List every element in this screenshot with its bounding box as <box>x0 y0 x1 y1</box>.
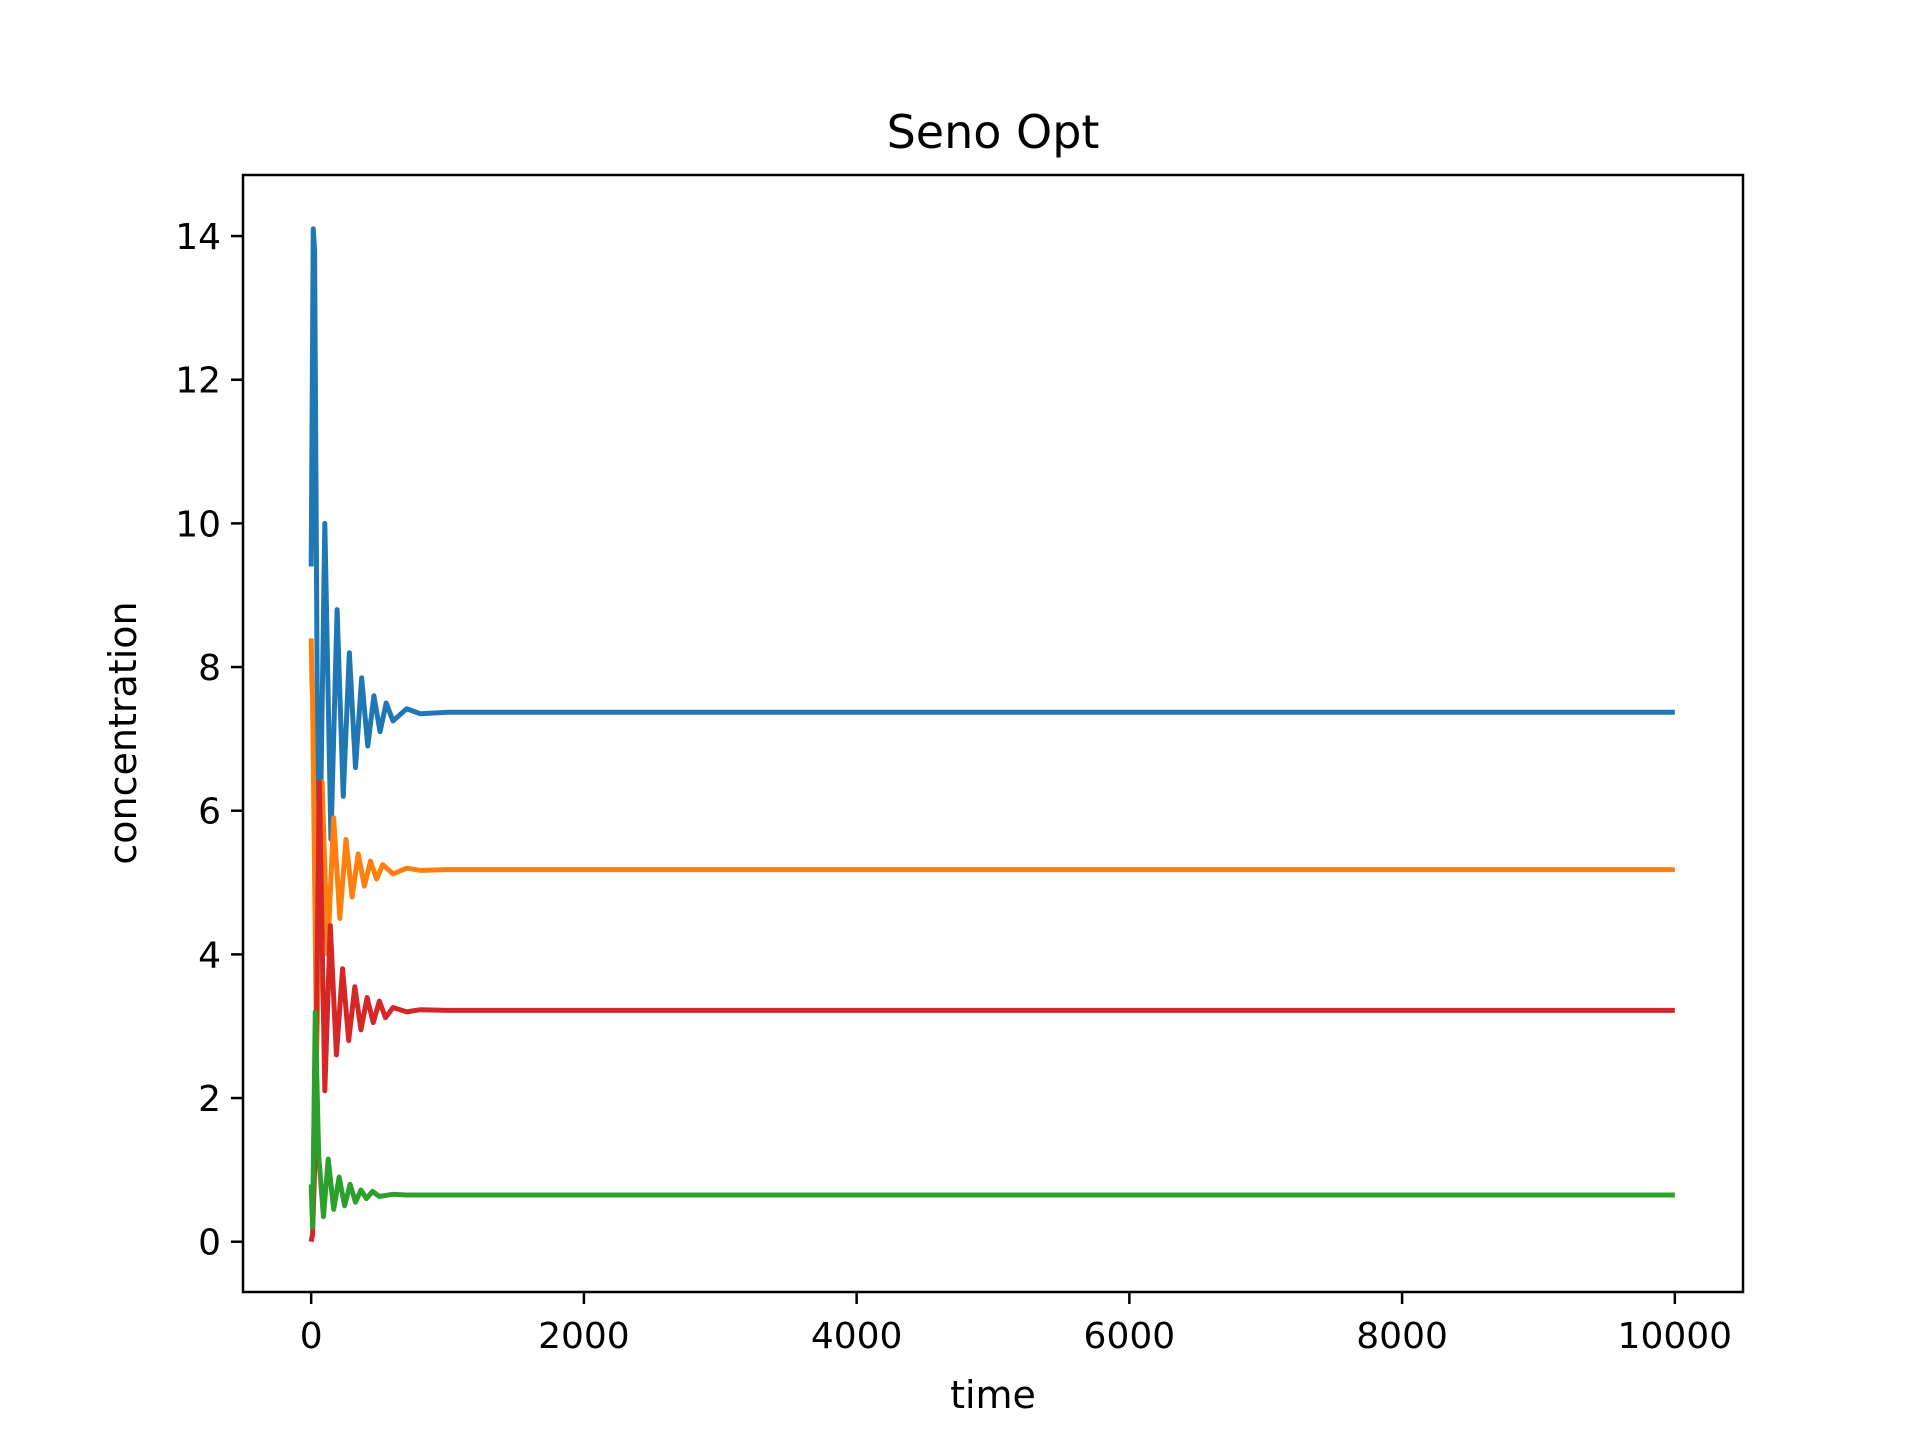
series-layer <box>308 226 1675 1243</box>
y-axis: 0 2 4 6 8 10 12 14 <box>175 217 243 1264</box>
y-tick-label: 12 <box>175 361 221 402</box>
series-line-3 <box>308 779 1675 1243</box>
series-line-4 <box>308 1009 1675 1230</box>
y-tick-label: 10 <box>175 504 221 545</box>
y-tick-label: 14 <box>175 217 221 258</box>
x-tick-label: 4000 <box>811 1316 903 1357</box>
series-line-2 <box>308 638 1675 1058</box>
y-tick-label: 4 <box>198 935 221 976</box>
y-axis-label: concentration <box>101 601 145 864</box>
x-axis: 0 2000 4000 6000 8000 10000 <box>300 1292 1732 1357</box>
x-axis-label: time <box>950 1373 1036 1417</box>
x-tick-label: 8000 <box>1356 1316 1448 1357</box>
series-line-1 <box>308 226 1675 943</box>
y-tick-label: 2 <box>198 1079 221 1120</box>
y-tick-label: 6 <box>198 792 221 833</box>
chart-title: Seno Opt <box>887 105 1100 159</box>
x-tick-label: 6000 <box>1084 1316 1176 1357</box>
x-tick-label: 10000 <box>1618 1316 1733 1357</box>
x-tick-label: 2000 <box>538 1316 630 1357</box>
y-tick-label: 8 <box>198 648 221 689</box>
y-tick-label: 0 <box>198 1223 221 1264</box>
plot-frame <box>241 173 1745 1294</box>
x-tick-label: 0 <box>300 1316 323 1357</box>
